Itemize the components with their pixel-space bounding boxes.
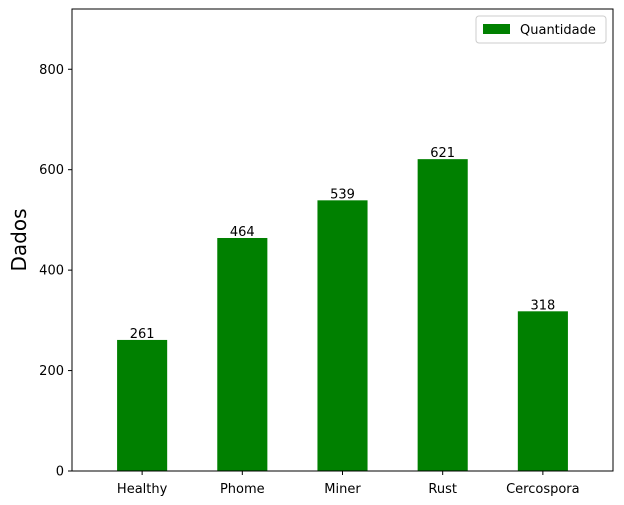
data-label-rust: 621 — [430, 146, 455, 161]
y-tick-label: 400 — [39, 264, 64, 279]
data-label-phome: 464 — [230, 225, 255, 240]
data-label-miner: 539 — [330, 187, 355, 202]
x-axis-ticks: Healthy Phome Miner Rust Cercospora — [117, 471, 580, 497]
legend-swatch — [483, 24, 510, 34]
legend: Quantidade — [475, 15, 607, 44]
x-tick-label-healthy: Healthy — [117, 482, 168, 497]
y-tick-label: 0 — [56, 465, 64, 480]
y-tick-label: 200 — [39, 364, 64, 379]
bar-rust — [417, 159, 468, 471]
x-tick-label-phome: Phome — [220, 482, 265, 497]
bar-miner — [317, 200, 368, 472]
y-tick-label: 600 — [39, 163, 64, 178]
plot-frame — [71, 8, 614, 472]
legend-box — [475, 15, 607, 44]
y-axis-ticks: 0 200 400 600 800 — [39, 63, 72, 480]
x-tick-label-rust: Rust — [428, 482, 457, 497]
bar-phome — [217, 237, 268, 471]
x-tick-label-miner: Miner — [324, 482, 361, 497]
bar-cercospora — [517, 311, 568, 471]
bars-group — [117, 159, 568, 472]
legend-label: Quantidade — [520, 23, 596, 38]
bar-healthy — [117, 339, 168, 471]
data-label-healthy: 261 — [130, 327, 155, 342]
y-tick-label: 800 — [39, 63, 64, 78]
data-label-cercospora: 318 — [530, 298, 555, 313]
y-axis-label: Dados — [7, 208, 31, 271]
x-tick-label-cercospora: Cercospora — [506, 482, 580, 497]
bar-labels-group: 261 464 539 621 318 — [130, 146, 556, 342]
